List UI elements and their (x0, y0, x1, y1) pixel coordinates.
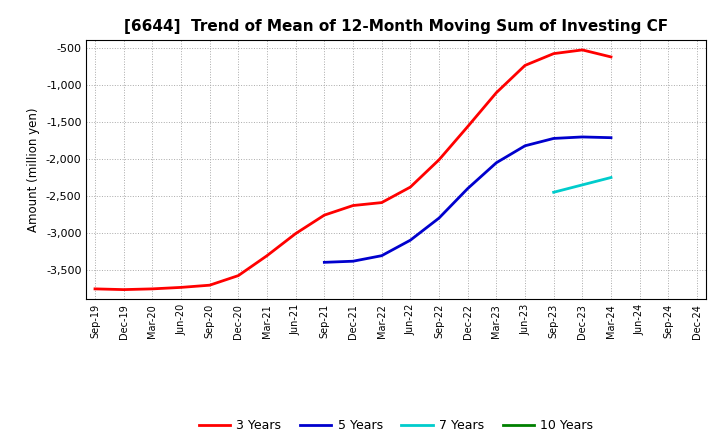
5 Years (377, 253, 386, 258)
5 Years (607, 135, 616, 140)
3 Years (578, 47, 587, 52)
Line: 3 Years: 3 Years (95, 50, 611, 290)
Line: 5 Years: 5 Years (324, 137, 611, 262)
3 Years (521, 63, 529, 68)
3 Years (406, 184, 415, 190)
3 Years (263, 253, 271, 258)
7 Years (549, 190, 558, 195)
Title: [6644]  Trend of Mean of 12-Month Moving Sum of Investing CF: [6644] Trend of Mean of 12-Month Moving … (124, 19, 668, 34)
5 Years (435, 216, 444, 221)
3 Years (320, 213, 328, 218)
3 Years (91, 286, 99, 292)
3 Years (234, 273, 243, 278)
Legend: 3 Years, 5 Years, 7 Years, 10 Years: 3 Years, 5 Years, 7 Years, 10 Years (194, 414, 598, 437)
3 Years (148, 286, 157, 292)
3 Years (377, 200, 386, 205)
7 Years (607, 175, 616, 180)
3 Years (464, 124, 472, 129)
5 Years (320, 260, 328, 265)
3 Years (292, 231, 300, 236)
3 Years (549, 51, 558, 56)
Line: 7 Years: 7 Years (554, 177, 611, 192)
5 Years (464, 186, 472, 191)
5 Years (406, 238, 415, 243)
3 Years (205, 282, 214, 288)
3 Years (435, 157, 444, 162)
3 Years (348, 203, 357, 208)
5 Years (521, 143, 529, 148)
7 Years (578, 182, 587, 187)
3 Years (120, 287, 128, 292)
5 Years (348, 259, 357, 264)
5 Years (578, 134, 587, 139)
3 Years (176, 285, 185, 290)
Y-axis label: Amount (million yen): Amount (million yen) (27, 107, 40, 231)
5 Years (492, 160, 500, 165)
3 Years (492, 90, 500, 95)
3 Years (607, 54, 616, 59)
5 Years (549, 136, 558, 141)
